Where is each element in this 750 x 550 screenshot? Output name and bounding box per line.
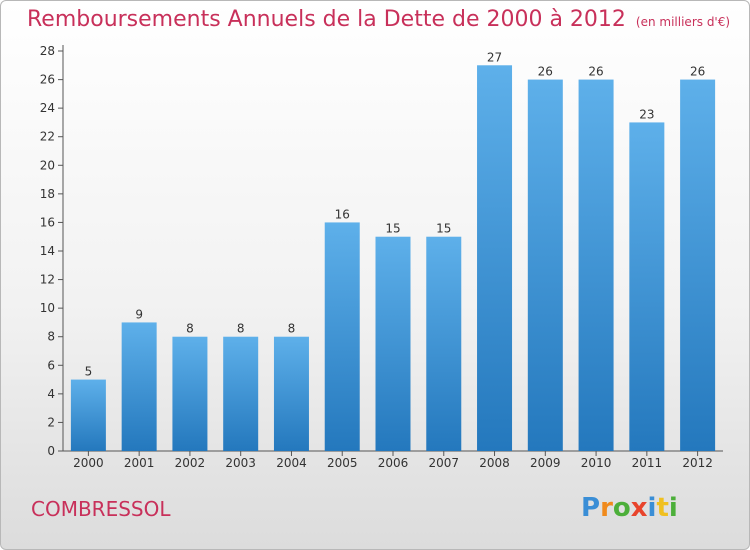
x-tick-label: 2005: [327, 456, 358, 470]
y-tick-label: 14: [40, 244, 55, 258]
y-tick-label: 12: [40, 273, 55, 287]
proxiti-logo: Proxiti: [581, 493, 678, 523]
bar: [578, 79, 614, 452]
x-tick-label: 2010: [581, 456, 612, 470]
y-tick-label: 4: [47, 387, 55, 401]
bar: [680, 79, 716, 452]
y-tick-label: 16: [40, 215, 55, 229]
x-tick-label: 2004: [276, 456, 307, 470]
y-tick-label: 10: [40, 301, 55, 315]
data-label: 9: [135, 307, 143, 321]
x-tick-label: 2000: [73, 456, 104, 470]
bar: [172, 336, 208, 451]
bar: [629, 122, 665, 451]
bar: [121, 322, 157, 451]
commune-name: COMBRESSOL: [31, 497, 171, 521]
bar: [527, 79, 563, 452]
bar: [375, 236, 411, 451]
data-label: 27: [487, 50, 502, 64]
x-tick-label: 2011: [632, 456, 663, 470]
bar: [477, 65, 513, 452]
bar: [273, 336, 309, 451]
x-tick-label: 2006: [378, 456, 409, 470]
y-tick-label: 26: [40, 73, 55, 87]
data-label: 8: [237, 322, 245, 336]
y-tick-label: 28: [40, 44, 55, 58]
x-tick-label: 2007: [428, 456, 459, 470]
x-tick-label: 2009: [530, 456, 561, 470]
data-label: 5: [85, 365, 93, 379]
x-tick-label: 2003: [225, 456, 256, 470]
data-label: 26: [588, 65, 603, 79]
bar: [324, 222, 360, 451]
y-tick-label: 18: [40, 187, 55, 201]
data-label: 26: [538, 65, 553, 79]
x-tick-label: 2002: [175, 456, 206, 470]
y-tick-label: 2: [47, 415, 55, 429]
bar: [70, 379, 106, 451]
x-tick-label: 2008: [479, 456, 510, 470]
data-label: 8: [186, 322, 194, 336]
data-labels: 5 9 8 8 8 16 15 15 27 26 26 23 26: [85, 50, 706, 378]
y-tick-label: 24: [40, 101, 55, 115]
y-tick-label: 20: [40, 158, 55, 172]
x-axis: 2000 2001 2002 2003 2004 2005 2006 2007 2008 2009…: [63, 450, 723, 470]
x-tick-label: 2012: [682, 456, 713, 470]
title-unit: (en milliers d'€): [635, 15, 731, 29]
data-label: 16: [335, 207, 350, 221]
title-text: Remboursements Annuels de la Dette de 20…: [27, 7, 626, 32]
data-label: 26: [690, 65, 705, 79]
bars: [70, 65, 716, 452]
data-label: 15: [436, 222, 451, 236]
bar: [223, 336, 259, 451]
data-label: 15: [385, 222, 400, 236]
y-tick-label: 0: [47, 444, 55, 458]
data-label: 8: [288, 322, 296, 336]
data-label: 23: [639, 107, 654, 121]
chart-title: Remboursements Annuels de la Dette de 20…: [27, 7, 730, 32]
svg-text:Proxiti: Proxiti: [581, 493, 678, 523]
y-tick-label: 22: [40, 130, 55, 144]
bar: [426, 236, 462, 451]
y-tick-label: 8: [47, 330, 55, 344]
y-tick-label: 6: [47, 358, 55, 372]
x-tick-label: 2001: [124, 456, 155, 470]
